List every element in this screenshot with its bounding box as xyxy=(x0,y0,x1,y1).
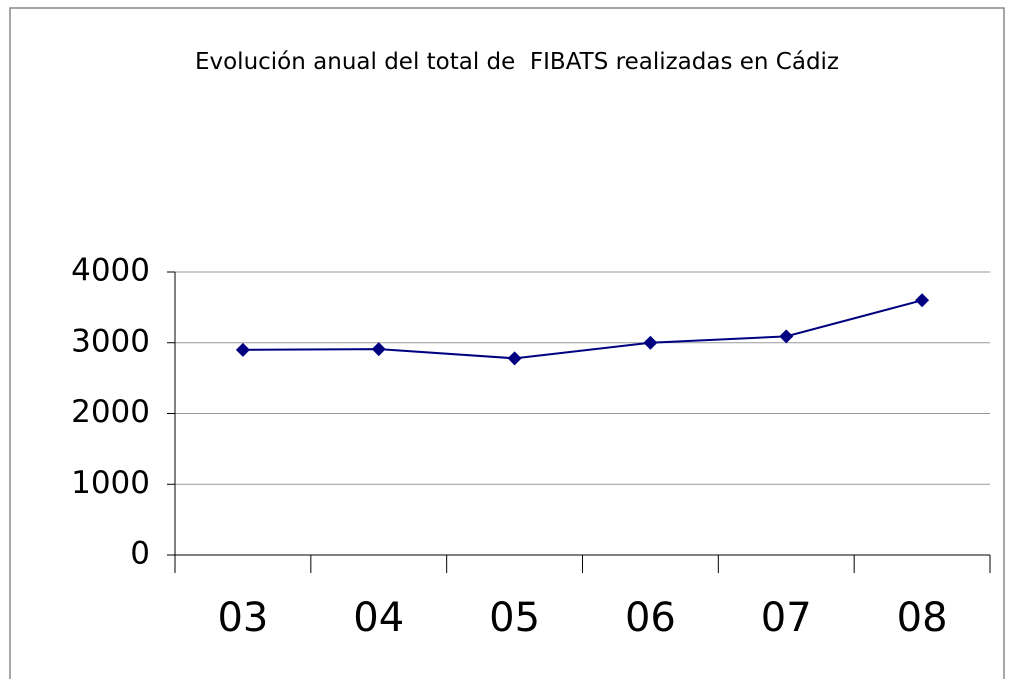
x-tick-label: 05 xyxy=(489,595,540,641)
y-tick-label: 4000 xyxy=(71,253,150,289)
y-tick-label: 2000 xyxy=(71,394,150,430)
x-tick-label: 04 xyxy=(353,595,404,641)
y-tick-label: 1000 xyxy=(71,465,150,501)
x-tick-label: 07 xyxy=(761,595,812,641)
marker xyxy=(779,329,794,344)
x-tick-label: 08 xyxy=(897,595,948,641)
marker xyxy=(915,293,930,308)
y-tick-label: 3000 xyxy=(71,323,150,359)
marker xyxy=(235,342,250,357)
marker xyxy=(371,342,386,357)
marker xyxy=(643,335,658,350)
x-tick-label: 06 xyxy=(625,595,676,641)
line xyxy=(242,299,923,360)
y-tick-label: 0 xyxy=(130,536,150,572)
chart-frame xyxy=(9,7,1005,679)
chart-title: Evolución anual del total de FIBATS real… xyxy=(194,49,840,75)
marker xyxy=(507,351,522,366)
x-tick-label: 03 xyxy=(217,595,268,641)
